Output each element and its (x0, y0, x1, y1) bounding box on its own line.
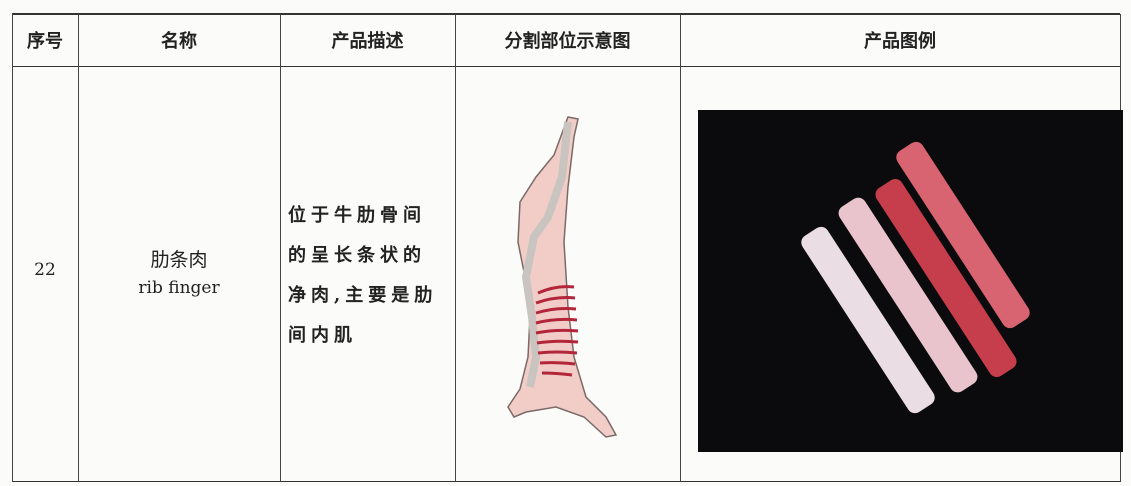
description-line: 的呈长条状的 (288, 245, 426, 266)
header-cell: 名称 (161, 31, 197, 52)
product-name-en: rib finger (138, 278, 220, 298)
row-number: 22 (34, 260, 56, 280)
spine (521, 121, 572, 388)
product-photo (698, 110, 1123, 452)
meat-strips (801, 141, 1030, 414)
description: 位于牛肋骨间 的呈长条状的 净肉,主要是肋 间内肌 (288, 196, 453, 356)
column-border (455, 14, 456, 482)
rib-highlight (535, 285, 579, 377)
header-cell: 产品描述 (331, 31, 404, 52)
column-border (680, 14, 681, 482)
table-top-border (12, 13, 1120, 15)
column-border (78, 14, 79, 482)
header-cell: 产品图例 (864, 31, 936, 52)
description-line: 净肉,主要是肋 (288, 285, 438, 306)
header-cell: 序号 (27, 31, 63, 52)
cut-diagram (507, 116, 618, 438)
description-line: 位于牛肋骨间 (288, 205, 426, 226)
header-cell: 分割部位示意图 (504, 31, 631, 52)
description-line: 间内肌 (288, 325, 357, 346)
table-bottom-border (12, 481, 1120, 482)
column-border (12, 14, 13, 482)
column-border (280, 14, 281, 482)
product-name: 肋条肉 (150, 248, 208, 271)
header-border (12, 66, 1120, 67)
